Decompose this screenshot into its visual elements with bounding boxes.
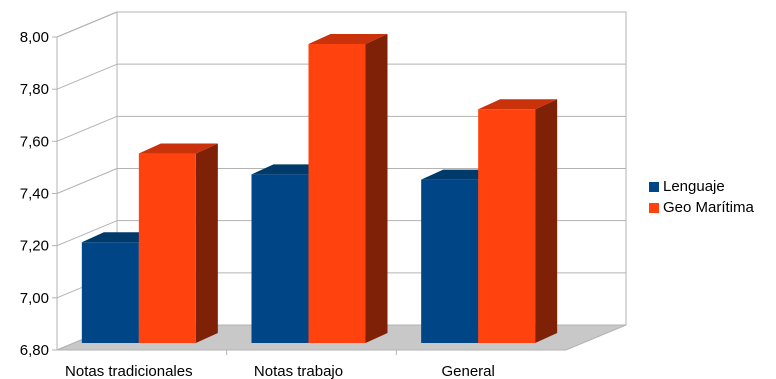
legend-label-lenguaje: Lenguaje: [663, 178, 725, 195]
gridline-side: [56, 115, 118, 142]
gridline-side: [56, 11, 118, 38]
legend-swatch-lenguaje: [649, 181, 659, 192]
gridline-side: [56, 168, 118, 194]
bar-top: [308, 34, 388, 44]
y-tick-label: 7,00: [20, 290, 49, 307]
x-category-label: General: [441, 363, 494, 379]
bar-front: [81, 242, 139, 343]
x-category-label: Notas tradicionales: [65, 363, 193, 379]
y-tick-label: 7,80: [20, 81, 49, 98]
x-category-label: Notas trabajo: [254, 363, 343, 379]
bar-geo-mar-tima-0: [138, 143, 218, 343]
bar-geo-mar-tima-1: [308, 34, 388, 343]
gridline-side: [56, 220, 118, 247]
y-tick-label: 7,40: [20, 186, 49, 203]
bar-top: [478, 99, 558, 110]
legend-label-geo-maritima: Geo Marítima: [663, 199, 754, 216]
legend: Lenguaje Geo Marítima: [649, 176, 754, 218]
bar-side: [365, 34, 388, 343]
y-axis-tick-labels: 6,80 7,00 7,20 7,40 7,60 7,80 8,00: [20, 29, 49, 359]
bar-front: [421, 179, 479, 343]
legend-swatch-geo-maritima: [649, 202, 659, 213]
y-tick-label: 7,60: [20, 133, 49, 150]
bar-front: [138, 153, 196, 343]
bar-side: [535, 99, 558, 343]
bar-side: [195, 143, 218, 343]
bar-front: [308, 44, 366, 343]
x-axis-category-labels: Notas tradicionales Notas trabajo General: [65, 363, 495, 379]
legend-item-lenguaje: Lenguaje: [649, 176, 754, 197]
y-tick-label: 6,80: [20, 342, 49, 359]
bar-geo-mar-tima-2: [478, 99, 558, 343]
bar-front: [251, 174, 309, 343]
legend-item-geo-maritima: Geo Marítima: [649, 197, 754, 218]
bar-front: [478, 109, 536, 343]
bar-top: [138, 143, 218, 154]
y-tick-label: 8,00: [20, 29, 49, 46]
gridline-side: [56, 63, 118, 90]
bars: [81, 34, 558, 343]
y-tick-label: 7,20: [20, 238, 49, 255]
